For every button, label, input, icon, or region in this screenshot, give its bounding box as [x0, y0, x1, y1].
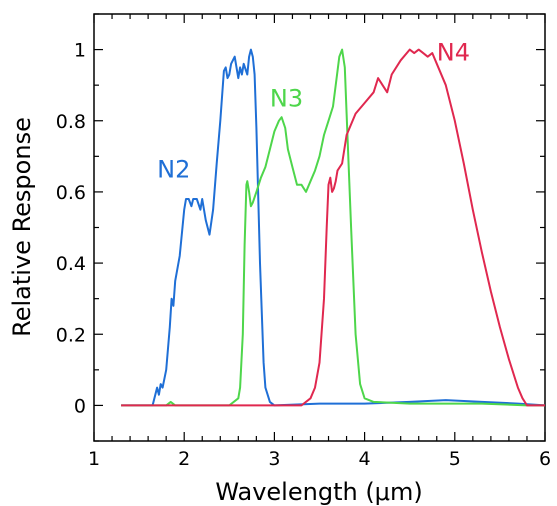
series-line-n2 — [121, 48, 546, 407]
y-tick-label: 0 — [74, 395, 86, 417]
series-labels: N2 N3 N4 — [157, 38, 470, 183]
series-label-n2: N2 — [157, 156, 190, 184]
y-tick-label: 0.2 — [56, 324, 86, 346]
series-label-n3: N3 — [270, 85, 303, 113]
x-tick-label: 3 — [268, 448, 280, 470]
series-line-n4 — [121, 48, 545, 407]
y-tick-label: 1 — [74, 40, 86, 62]
x-tick-label: 2 — [178, 448, 190, 470]
series-lines — [121, 48, 546, 407]
tick-labels: 1 2 3 4 5 6 0 0.2 0.4 0.6 0.8 1 — [56, 40, 551, 470]
x-tick-label: 5 — [449, 448, 461, 470]
x-axis-title: Wavelength (μm) — [215, 478, 422, 506]
y-tick-label: 0.8 — [56, 111, 86, 133]
x-tick-label: 4 — [359, 448, 371, 470]
axis-ticks — [93, 13, 546, 442]
y-tick-label: 0.4 — [56, 253, 86, 275]
x-tick-label: 6 — [539, 448, 551, 470]
y-axis-title: Relative Response — [8, 117, 36, 337]
series-line-n3 — [121, 48, 545, 407]
y-tick-label: 0.6 — [56, 182, 86, 204]
x-tick-label: 1 — [88, 448, 100, 470]
series-label-n4: N4 — [437, 38, 470, 66]
